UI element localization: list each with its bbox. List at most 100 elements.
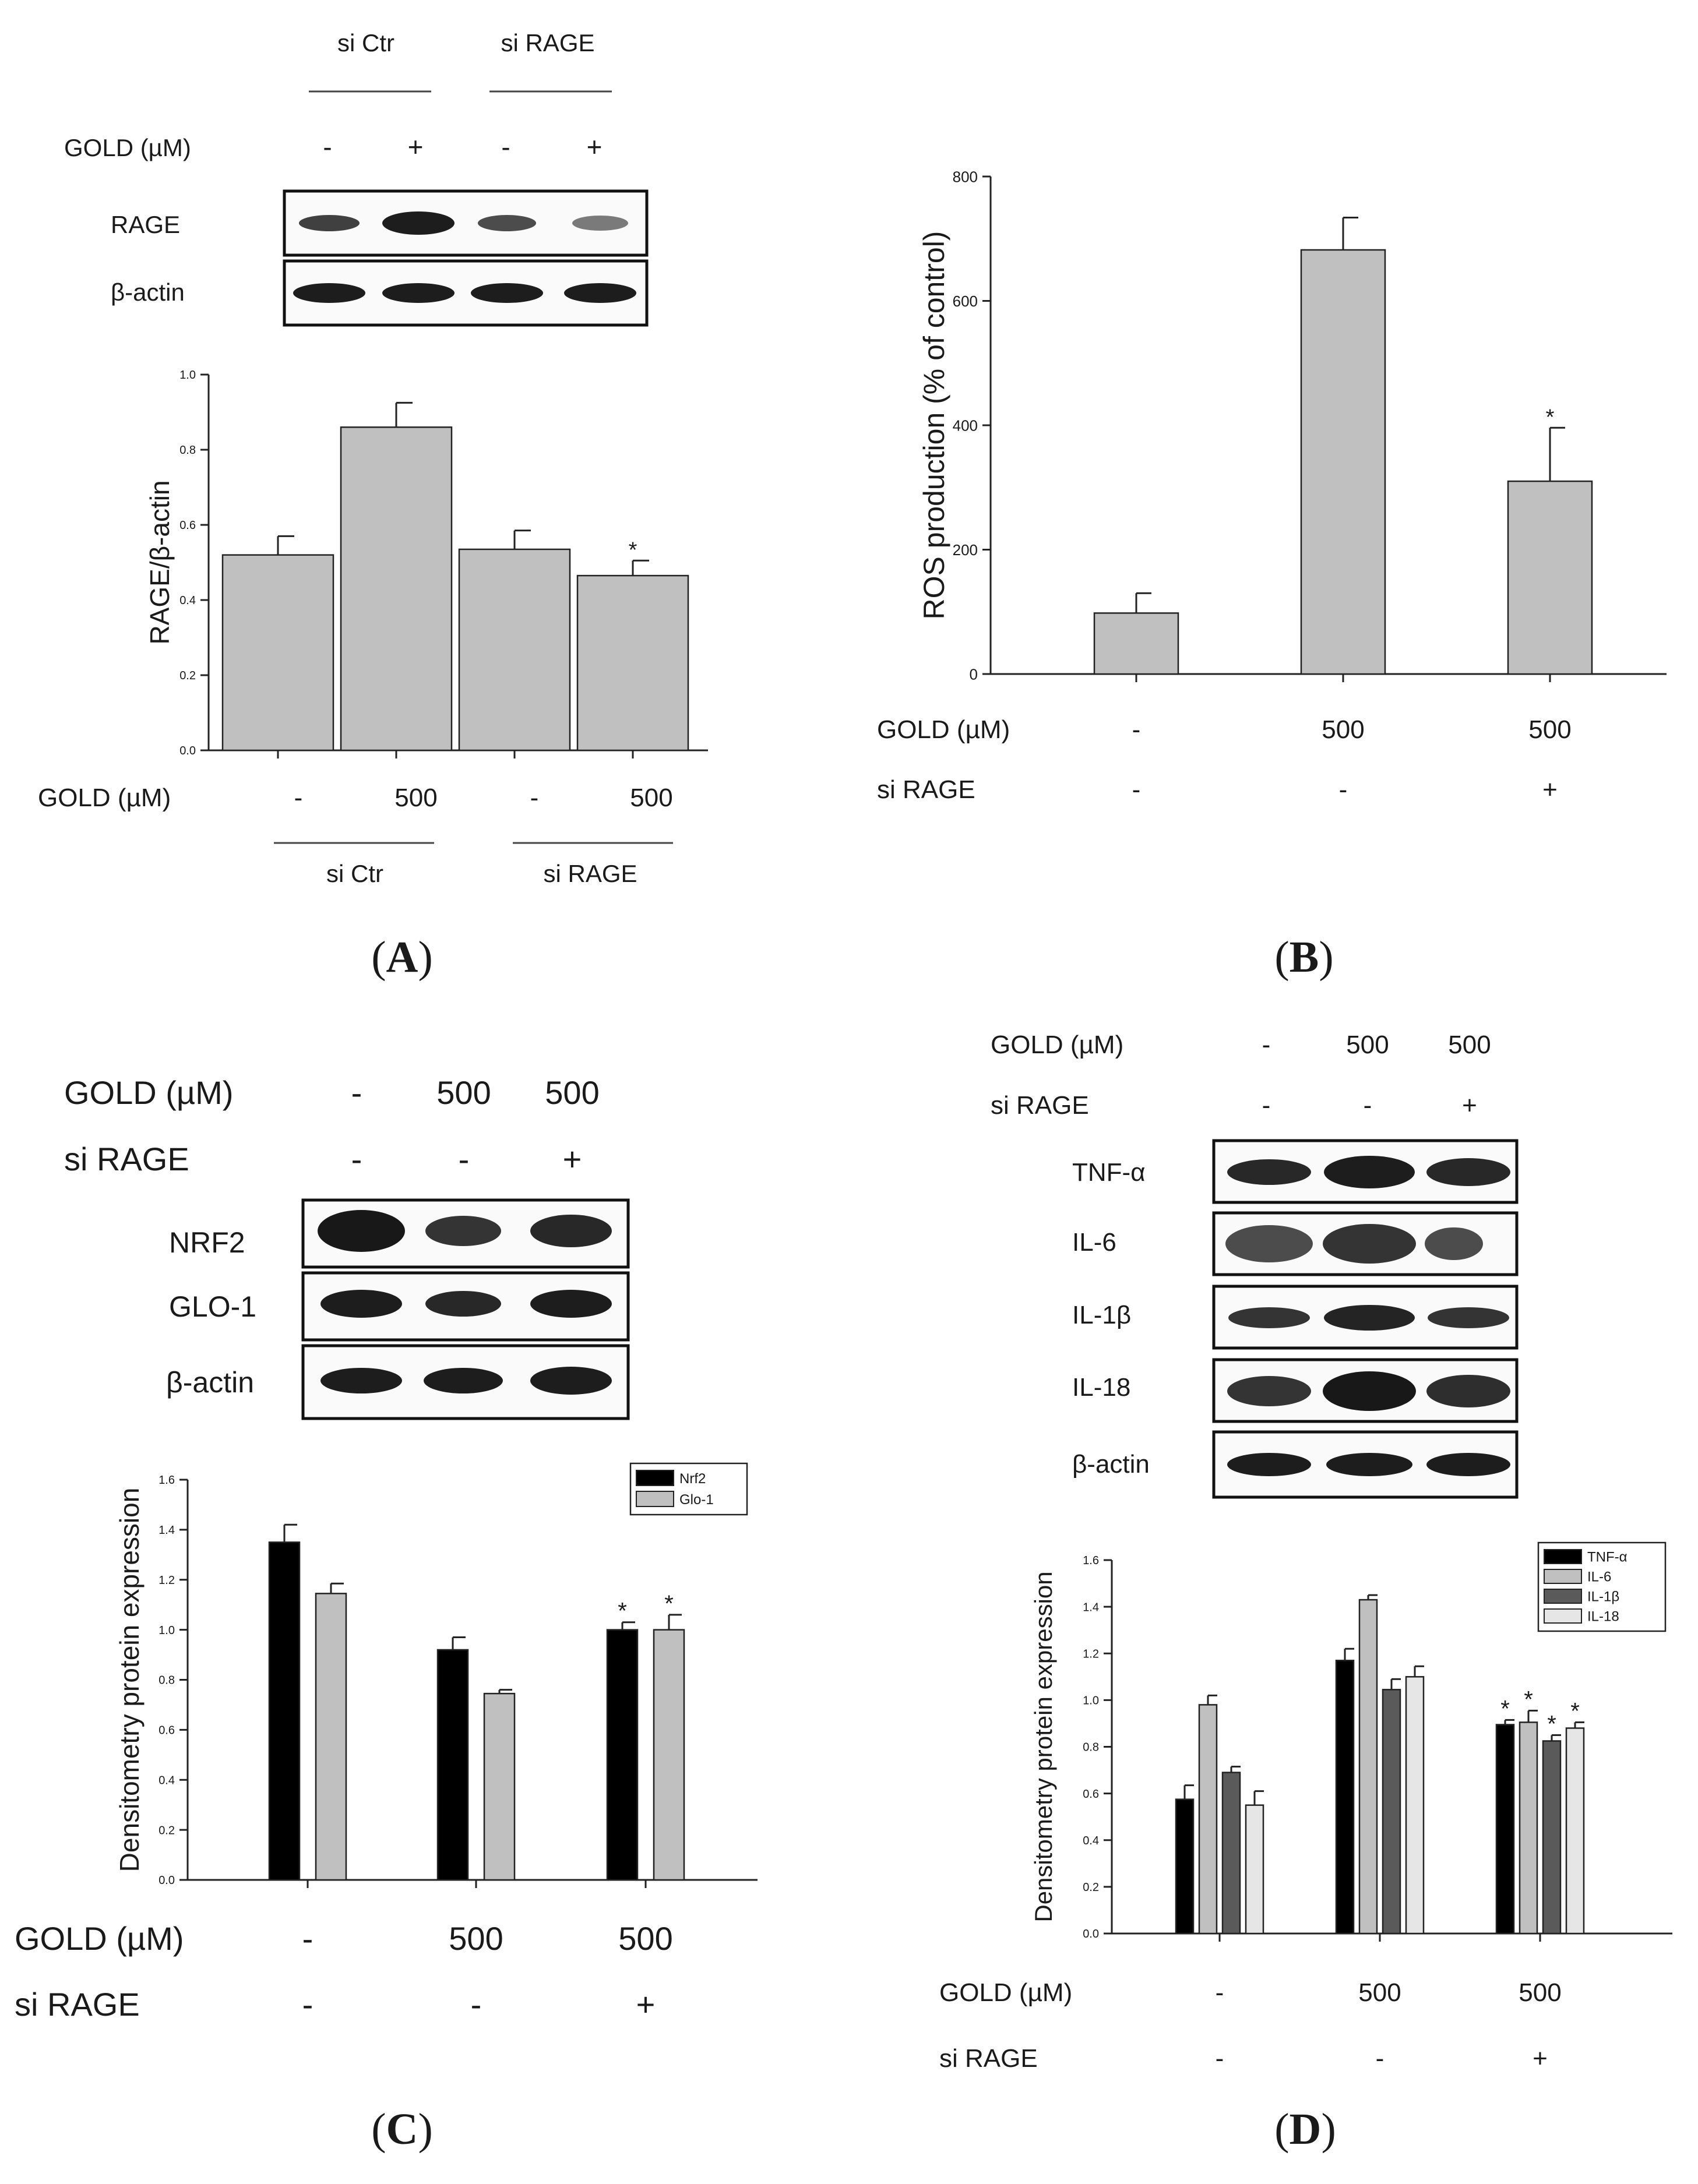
significance-marker: *: [664, 1591, 674, 1617]
row-value: -: [1216, 1978, 1224, 2007]
y-axis-label: Densitometry protein expression: [114, 1488, 145, 1872]
y-axis-label: Densitometry protein expression: [1030, 1571, 1057, 1922]
blot-bands-tnf-alpha: [1227, 1156, 1510, 1188]
bar: [1495, 1724, 1515, 1935]
significance-marker: *: [1546, 405, 1555, 429]
blot-band: [530, 1367, 612, 1395]
blot-band: [471, 283, 543, 303]
blot-band: [1324, 1305, 1415, 1331]
blot-band: [572, 216, 628, 231]
blot-bands-il-18: [1227, 1371, 1510, 1411]
blot-bands-beta-actin: [1227, 1453, 1510, 1476]
blot-band: [424, 1368, 503, 1393]
y-tick-label: 0.8: [179, 444, 196, 457]
bar: [221, 554, 334, 751]
blot-band: [1426, 1453, 1510, 1476]
legend-label: Nrf2: [679, 1471, 706, 1487]
y-tick-label: 1.0: [179, 369, 196, 382]
panel-caption-b: (B): [1274, 933, 1334, 982]
blot-bands-il-6: [1225, 1224, 1483, 1264]
chart-d: 0.0 0.2 0.4 0.6 0.8 1.0 1.2 1.4 1.6 Densitometry …: [1030, 1541, 1672, 1942]
bar: [268, 1541, 301, 1881]
legend-swatch: [636, 1491, 674, 1507]
panel-a-figure: si Ctr si RAGE GOLD (µM) - + - + RAGE β-…: [38, 29, 708, 887]
row-value: 500: [1346, 1031, 1389, 1059]
blot-band: [530, 1215, 612, 1247]
significance-marker: *: [1570, 1698, 1580, 1724]
row-value: -: [1132, 775, 1141, 804]
significance-marker: *: [1500, 1696, 1510, 1721]
chart-c: 0.0 0.2 0.4 0.6 0.8 1.0 1.2 1.4 1.6 Densitometry …: [114, 1462, 758, 1888]
row-value: +: [1542, 775, 1558, 804]
blot-bands-glo-1: [320, 1290, 612, 1318]
y-tick-label: 0.2: [1083, 1881, 1099, 1894]
row-value: 500: [449, 1920, 503, 1957]
panel-caption-c: (C): [371, 2105, 433, 2154]
blot-band: [293, 283, 365, 303]
y-tick-label: 1.2: [158, 1574, 175, 1587]
y-tick-label: 1.0: [158, 1624, 175, 1637]
panel-caption-d: (D): [1274, 2105, 1336, 2154]
bar: [1519, 1721, 1538, 1935]
y-tick-label: 0.0: [158, 1874, 175, 1887]
bar: [653, 1629, 685, 1881]
row-value: -: [1216, 2044, 1224, 2073]
bar: [436, 1649, 469, 1881]
bar: [1382, 1689, 1401, 1935]
blot-bands-nrf2: [318, 1210, 612, 1252]
blot-band: [320, 1290, 402, 1318]
blot-band: [564, 283, 636, 303]
row-value: +: [636, 1986, 656, 2023]
row-value: -: [1262, 1031, 1271, 1059]
chart-b: 0 200 400 600 800 ROS production (% of contro…: [918, 168, 1667, 683]
row-value: -: [1262, 1091, 1271, 1120]
blot-bands-il-1beta: [1228, 1305, 1509, 1331]
blot-bands-beta-actin: [293, 283, 636, 303]
blot-bands-rage: [299, 211, 628, 235]
blot-band: [382, 211, 455, 235]
y-tick-label: 800: [953, 168, 978, 185]
y-tick-label: 0.6: [1083, 1788, 1099, 1801]
row-value: -: [1364, 1091, 1372, 1120]
blot-band: [1426, 1375, 1510, 1407]
band-label-nrf2: NRF2: [169, 1226, 245, 1259]
band-label-tnf-alpha: TNF-α: [1072, 1158, 1146, 1187]
significance-marker: *: [629, 538, 637, 562]
group-label-si-ctr-below: si Ctr: [326, 860, 383, 887]
bar: [1405, 1676, 1425, 1935]
y-tick-label: 1.0: [1083, 1695, 1099, 1707]
row-label-below: si RAGE: [939, 2044, 1038, 2073]
y-tick-label: 0.6: [158, 1724, 175, 1737]
row-label-below: GOLD (µM): [15, 1920, 184, 1957]
significance-marker: *: [618, 1599, 627, 1624]
band-label-beta-actin: β-actin: [166, 1366, 254, 1399]
bar: [1358, 1599, 1378, 1935]
y-axis-label: ROS production (% of control): [918, 231, 950, 620]
band-label-il-1beta: IL-1β: [1072, 1301, 1131, 1329]
y-tick-label: 0.8: [158, 1674, 175, 1687]
row-value: -: [1376, 2044, 1385, 2073]
legend-label: IL-1β: [1587, 1589, 1619, 1604]
row-value: -: [459, 1141, 470, 1177]
bar: [1245, 1804, 1264, 1935]
bar: [1300, 249, 1386, 675]
row-value: 500: [545, 1074, 599, 1111]
gold-value: 500: [630, 784, 672, 812]
bar: [1507, 480, 1593, 675]
row-value: -: [1132, 715, 1141, 744]
blot-band: [1326, 1453, 1412, 1476]
y-tick-label: 0.4: [1083, 1834, 1099, 1847]
legend-swatch: [1544, 1549, 1582, 1564]
bar: [458, 548, 571, 751]
blot-band: [1227, 1159, 1311, 1185]
legend-swatch: [1544, 1569, 1582, 1584]
gold-row-label-below: GOLD (µM): [38, 784, 171, 812]
row-value: +: [1533, 2044, 1548, 2073]
row-value: +: [1462, 1091, 1477, 1120]
row-value: -: [351, 1141, 362, 1177]
row-label: si RAGE: [64, 1141, 189, 1177]
bar: [1093, 612, 1179, 675]
blot-band: [425, 1216, 501, 1246]
band-label-beta-actin: β-actin: [111, 278, 185, 306]
panel-c-figure: GOLD (µM) - 500 500 si RAGE - - + NRF2 G…: [15, 1074, 758, 2023]
